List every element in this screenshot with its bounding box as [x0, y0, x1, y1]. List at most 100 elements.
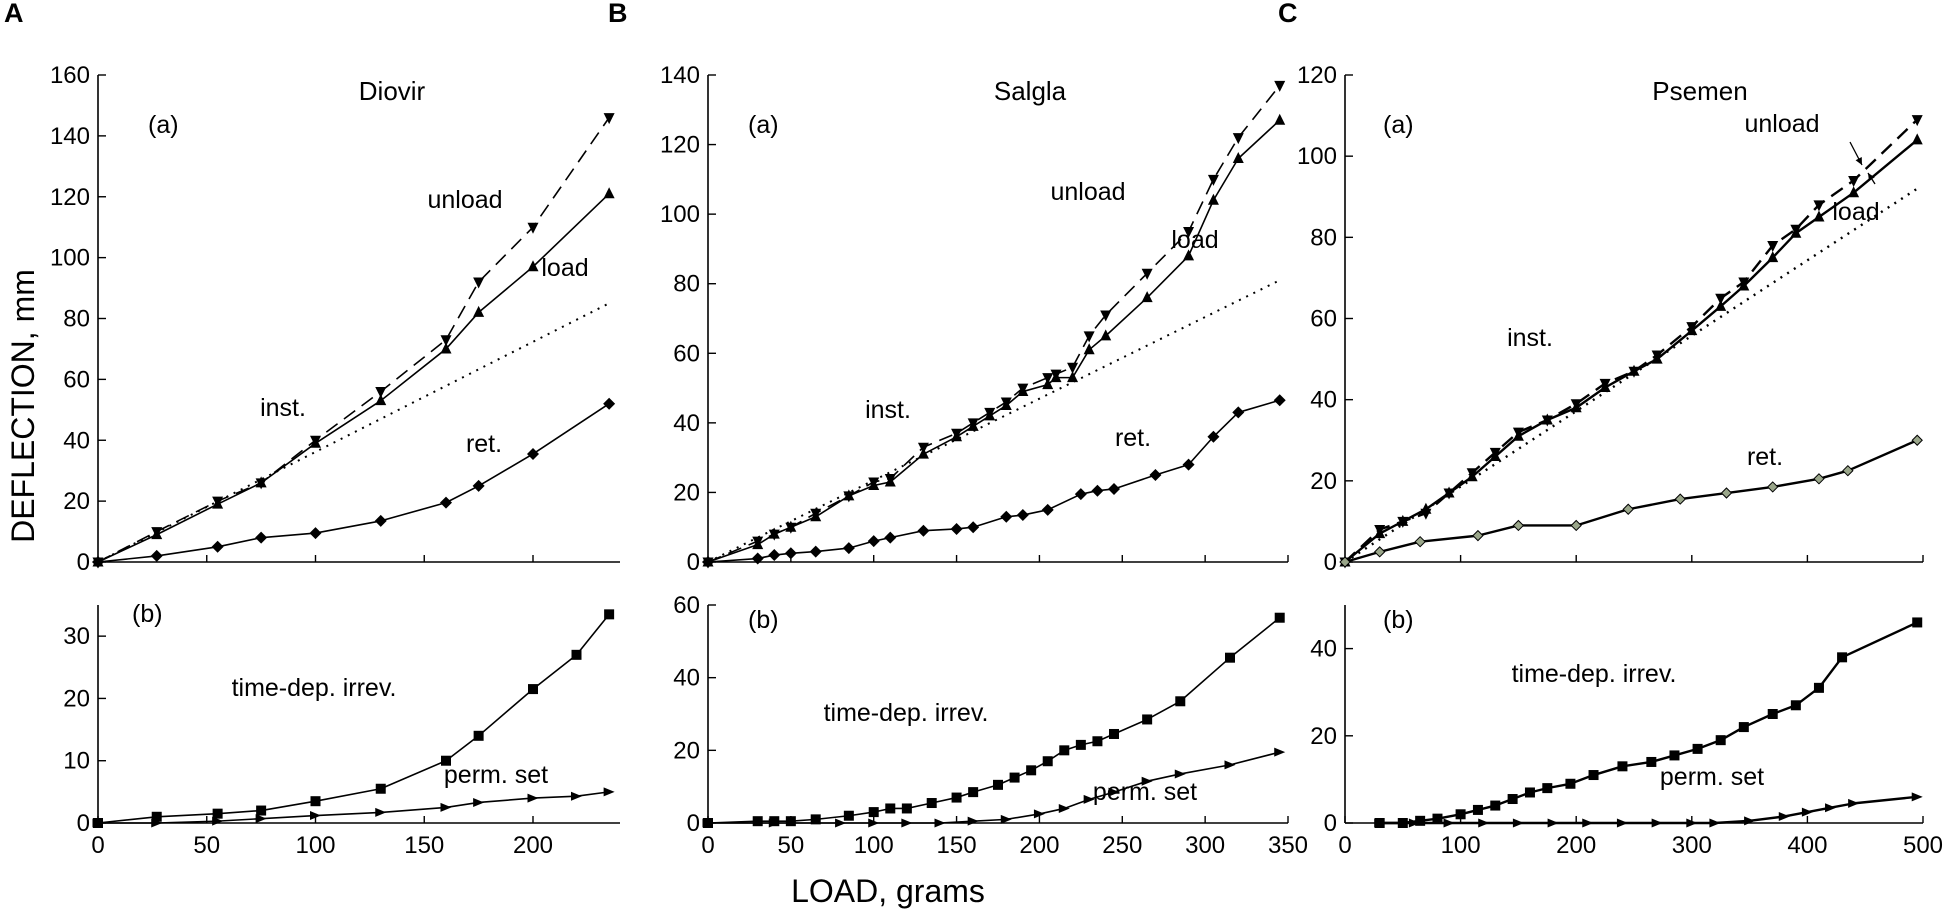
x-tick-label: 300 [1672, 832, 1712, 859]
data-point-ret [1207, 430, 1220, 443]
series-line-time-dep-irrev [1379, 621, 1918, 825]
data-point-ret [1414, 536, 1426, 548]
data-point-ret [374, 514, 387, 527]
data-point-ret [1622, 503, 1634, 515]
data-point-load [440, 342, 452, 354]
data-point-ret [1232, 406, 1245, 419]
data-point-time-dep-irrev [1837, 652, 1848, 663]
annotation-load: load [1832, 198, 1879, 226]
data-point-time-dep-irrev [1490, 800, 1501, 811]
x-tick-label: 100 [295, 832, 335, 859]
data-point-perm-set [967, 816, 979, 826]
data-point-perm-set [1108, 787, 1120, 797]
x-tick-label: 50 [193, 832, 220, 859]
data-point-ret [809, 545, 822, 558]
data-point-ret [1674, 493, 1686, 505]
annotation-perm-set: perm. set [1093, 778, 1197, 806]
data-point-time-dep-irrev [1669, 750, 1680, 761]
plot-title: Salgla [994, 76, 1067, 106]
data-point-ret [1108, 482, 1120, 495]
annotation-perm-set: perm. set [444, 761, 548, 789]
data-point-time-dep-irrev [1692, 743, 1703, 754]
data-point-unload [1017, 383, 1029, 395]
annotation-inst: inst. [865, 396, 911, 424]
y-tick-label: 30 [63, 623, 90, 650]
data-point-time-dep-irrev [151, 811, 162, 822]
data-point-unload [1420, 508, 1432, 520]
y-tick-label: 80 [673, 271, 700, 298]
data-point-time-dep-irrev [1009, 772, 1020, 783]
data-point-unload [310, 435, 321, 447]
data-point-ret [1091, 484, 1104, 497]
data-point-unload [473, 277, 485, 289]
data-point-perm-set [1058, 803, 1070, 813]
data-point-time-dep-irrev [1092, 736, 1103, 747]
y-tick-label: 100 [660, 201, 700, 228]
annotation-perm-set: perm. set [1660, 763, 1764, 791]
data-point-perm-set [1478, 818, 1490, 828]
data-point-time-dep-irrev [473, 730, 484, 741]
plot-title: Psemen [1652, 76, 1747, 106]
data-point-perm-set [473, 797, 485, 807]
y-tick-label: 160 [50, 62, 90, 89]
data-point-ret [1016, 509, 1029, 522]
data-point-unload [843, 491, 855, 503]
data-point-time-dep-irrev [1455, 809, 1466, 820]
data-point-time-dep-irrev [1813, 682, 1824, 693]
data-point-perm-set [768, 818, 780, 828]
y-tick-label: 60 [1310, 306, 1337, 333]
data-point-time-dep-irrev [1415, 815, 1426, 826]
y-tick-label: 120 [50, 184, 90, 211]
data-point-unload [1848, 176, 1860, 188]
subplot-label: (a) [148, 111, 179, 139]
annotation-unload: unload [1744, 110, 1819, 138]
data-point-ret [842, 542, 855, 555]
data-point-time-dep-irrev [1075, 739, 1086, 750]
y-tick-label: 0 [1324, 549, 1337, 576]
data-point-time-dep-irrev [212, 808, 223, 819]
data-point-perm-set [1778, 811, 1790, 821]
data-point-time-dep-irrev [1142, 714, 1153, 725]
data-point-time-dep-irrev [1565, 778, 1576, 789]
data-point-ret [702, 556, 714, 568]
data-point-ret [211, 540, 224, 553]
data-point-time-dep-irrev [868, 807, 879, 818]
y-tick-label: 0 [687, 810, 700, 837]
annotation-time-dep-irrev: time-dep. irrev. [824, 699, 989, 727]
data-point-perm-set [1744, 816, 1756, 826]
data-point-unload [752, 536, 764, 548]
data-point-perm-set [603, 787, 615, 797]
data-point-unload [1397, 516, 1409, 528]
data-point-unload [375, 387, 387, 399]
data-point-load [1767, 251, 1779, 263]
annotation-time-dep-irrev: time-dep. irrev. [232, 674, 397, 702]
series-line-unload [707, 84, 1281, 563]
data-point-perm-set [901, 818, 913, 828]
data-point-ret [784, 547, 797, 560]
data-point-perm-set [375, 807, 387, 817]
data-point-unload [1232, 133, 1244, 145]
data-point-load [473, 305, 485, 317]
data-point-time-dep-irrev [1790, 700, 1801, 711]
subplot-label: (a) [1383, 111, 1414, 139]
data-point-load [1067, 371, 1079, 383]
data-point-ret [309, 527, 322, 540]
data-point-unload [603, 113, 615, 125]
data-point-perm-set [527, 793, 539, 803]
data-point-unload [951, 428, 963, 440]
x-tick-label: 300 [1185, 832, 1225, 859]
data-point-ret [1041, 503, 1054, 516]
data-point-unload [1686, 322, 1698, 334]
data-point-load [1813, 210, 1825, 222]
series-line-inst [707, 279, 1281, 563]
plot-salgla-bottom: 0 20 40 60 0 50 100 150 200 250 300 350 time-dep. ir… [673, 592, 1308, 859]
annotation-load: load [1171, 226, 1218, 254]
series-line-time-dep-irrev [97, 613, 610, 824]
series-line-ret [1344, 439, 1918, 564]
y-tick-label: 0 [687, 549, 700, 576]
panel-label-a: A [4, 0, 24, 28]
data-point-time-dep-irrev [1026, 765, 1037, 776]
y-tick-label: 140 [50, 123, 90, 150]
data-point-ret [867, 535, 880, 548]
